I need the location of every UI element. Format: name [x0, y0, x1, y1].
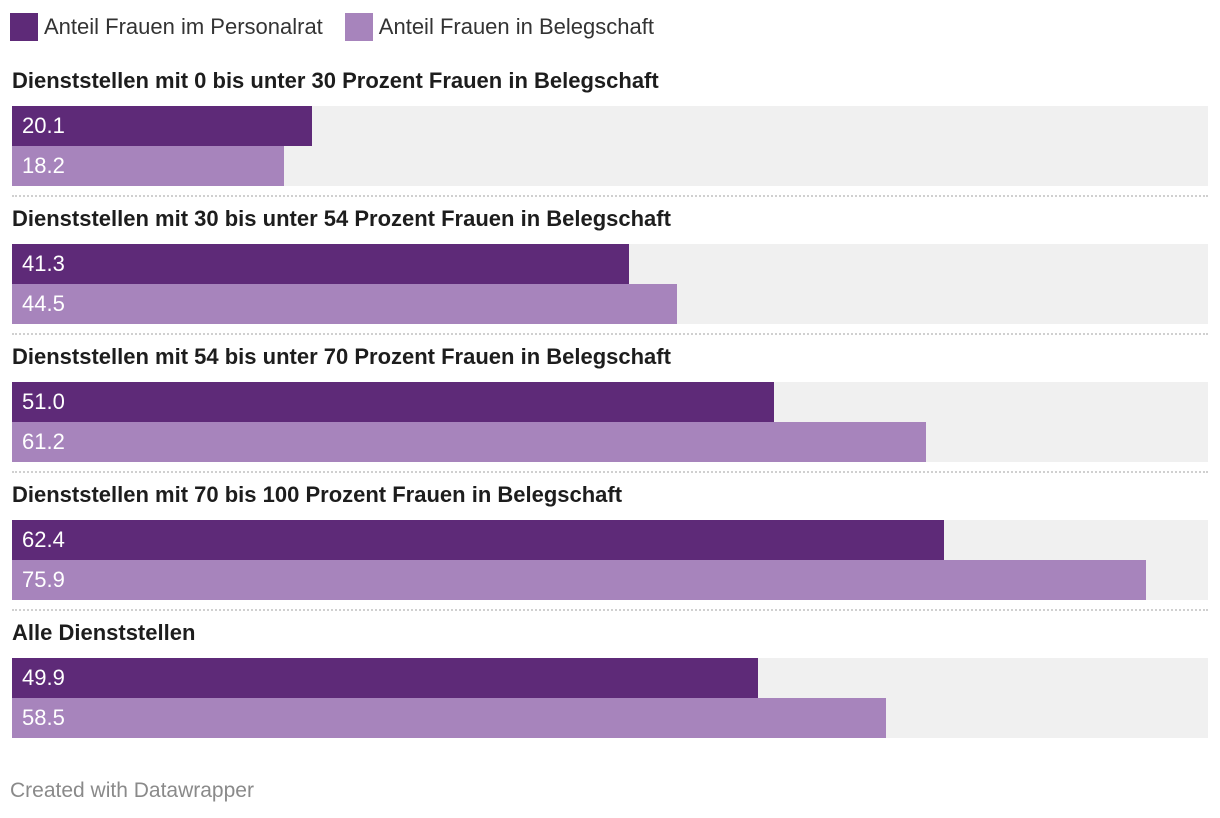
- bar-value-label-group1-series0: 41.3: [22, 251, 65, 276]
- bar-group4-series0: [12, 658, 758, 698]
- group-separator-2: [12, 471, 1208, 473]
- group-separator-1: [12, 333, 1208, 335]
- legend-label-0: Anteil Frauen im Personalrat: [44, 14, 323, 39]
- bar-group0-series0: [12, 106, 312, 146]
- bar-group3-series0: [12, 520, 944, 560]
- legend-label-1: Anteil Frauen in Belegschaft: [378, 14, 654, 39]
- bar-value-label-group4-series0: 49.9: [22, 665, 65, 690]
- bar-group4-series1: [12, 698, 886, 738]
- bar-group2-series0: [12, 382, 774, 422]
- legend-item-0: Anteil Frauen im Personalrat: [10, 13, 323, 41]
- bar-group3-series1: [12, 560, 1146, 600]
- group-title-2: Dienststellen mit 54 bis unter 70 Prozen…: [12, 344, 671, 369]
- footer-credit: Created with Datawrapper: [10, 779, 254, 802]
- bar-group1-series1: [12, 284, 677, 324]
- bar-value-label-group3-series0: 62.4: [22, 527, 65, 552]
- group-title-4: Alle Dienststellen: [12, 620, 196, 645]
- bar-value-label-group0-series1: 18.2: [22, 153, 65, 178]
- legend-swatch-1: [344, 13, 373, 41]
- chart-legend: Anteil Frauen im Personalrat Anteil Fraue…: [10, 12, 654, 42]
- bar-group0-series1: [12, 146, 284, 186]
- bar-group2-series1: [12, 422, 926, 462]
- group-separator-3: [12, 609, 1208, 611]
- legend-item-1: Anteil Frauen in Belegschaft: [344, 13, 654, 41]
- group-title-0: Dienststellen mit 0 bis unter 30 Prozent…: [12, 68, 659, 93]
- bar-group1-series0: [12, 244, 629, 284]
- bar-value-label-group2-series1: 61.2: [22, 429, 65, 454]
- bar-value-label-group2-series0: 51.0: [22, 389, 65, 414]
- bar-value-label-group4-series1: 58.5: [22, 705, 65, 730]
- group-title-1: Dienststellen mit 30 bis unter 54 Prozen…: [12, 206, 671, 231]
- bar-chart: Dienststellen mit 0 bis unter 30 Prozent…: [12, 68, 1208, 738]
- bar-value-label-group3-series1: 75.9: [22, 567, 65, 592]
- group-title-3: Dienststellen mit 70 bis 100 Prozent Fra…: [12, 482, 623, 507]
- bar-value-label-group1-series1: 44.5: [22, 291, 65, 316]
- bar-value-label-group0-series0: 20.1: [22, 113, 65, 138]
- group-separator-0: [12, 195, 1208, 197]
- legend-swatch-0: [10, 13, 38, 41]
